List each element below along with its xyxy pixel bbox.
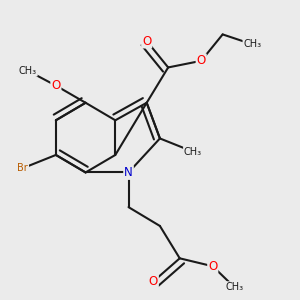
Text: O: O	[196, 54, 206, 67]
Text: O: O	[51, 79, 61, 92]
Text: CH₃: CH₃	[243, 39, 261, 49]
Text: CH₃: CH₃	[184, 147, 202, 157]
Text: O: O	[142, 34, 151, 47]
Text: O: O	[208, 260, 218, 273]
Text: O: O	[149, 275, 158, 288]
Text: CH₃: CH₃	[225, 282, 243, 292]
Text: Br: Br	[17, 163, 28, 173]
Text: CH₃: CH₃	[19, 66, 37, 76]
Text: N: N	[124, 166, 133, 179]
